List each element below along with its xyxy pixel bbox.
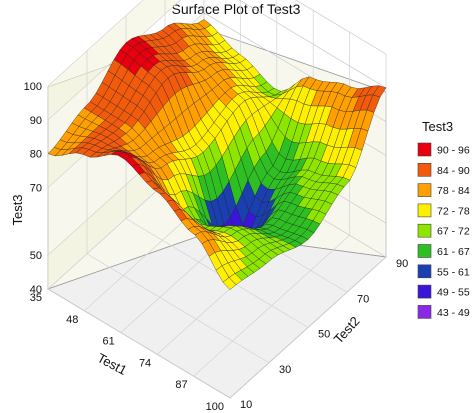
y-tick-label: 50 (318, 329, 330, 341)
y-floor-gridline (125, 218, 309, 328)
legend-swatch (417, 183, 432, 197)
z-tick-label: 90 (30, 115, 42, 127)
legend-swatch (417, 284, 432, 299)
z-axis-ticks: 40 50 70 80 90 100 (24, 81, 42, 296)
x-tick-label: 61 (103, 336, 115, 348)
chart-title: Surface Plot of Test3 (172, 1, 301, 17)
legend-swatch (417, 203, 432, 218)
x-tick-label: 48 (66, 314, 78, 326)
y-tick-label: 90 (396, 258, 408, 270)
legend-label: 78 - 84 (437, 185, 470, 197)
y-tick-label: 10 (240, 399, 252, 411)
x-tick-label: 35 (30, 292, 42, 304)
legend-label: 84 - 90 (437, 165, 470, 177)
legend-label: 72 - 78 (437, 205, 470, 217)
legend-label: 90 - 96 (437, 145, 470, 157)
legend-label: 67 - 72 (437, 226, 470, 238)
x-tick-label: 100 (206, 401, 224, 413)
legend-swatch (417, 223, 432, 238)
legend-swatch (417, 305, 432, 319)
z-axis-title: Test3 (10, 194, 25, 225)
y-tick-label: 30 (279, 364, 291, 376)
y-tick-label: 70 (357, 293, 369, 305)
legend-swatch (417, 142, 432, 157)
legend-label: 43 - 49 (437, 307, 470, 319)
z-tick-label: 70 (30, 183, 42, 195)
x-tick-label: 87 (175, 379, 187, 391)
y-axis-title: Test2 (331, 313, 363, 346)
x-axis-ticks: 35 48 61 74 87 100 (30, 292, 224, 413)
surface-mesh (47, 19, 387, 291)
legend-swatch (417, 264, 432, 279)
x-axis-title: Test1 (95, 350, 129, 378)
z-tick-label: 100 (24, 81, 42, 93)
y-floor-gridline (86, 253, 270, 364)
legend-swatch (417, 244, 432, 258)
surface-cell (222, 277, 237, 291)
legend-label: 55 - 61 (437, 266, 470, 278)
legend-label: 49 - 55 (437, 287, 470, 299)
legend: Test3 90 - 96 84 - 90 78 - 84 72 - 78 67 - 7… (417, 119, 470, 319)
y-axis-ticks: 10 30 50 70 90 (240, 258, 408, 411)
y-floor-gridline (47, 288, 231, 399)
legend-title: Test3 (422, 119, 453, 134)
z-tick-label: 80 (30, 149, 42, 161)
z-tick-label: 50 (30, 250, 42, 262)
x-tick-label: 74 (139, 357, 151, 369)
legend-swatch (417, 163, 432, 177)
legend-label: 61 - 67 (437, 246, 470, 258)
z-tick-label: 40 (30, 284, 42, 296)
